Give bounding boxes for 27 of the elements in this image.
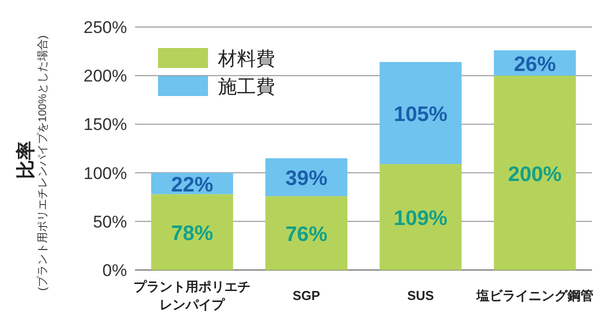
x-tick-label: 塩ビライニング鋼管	[475, 288, 594, 303]
data-label: 26%	[514, 52, 556, 76]
data-label: 109%	[394, 207, 448, 230]
data-label: 22%	[171, 173, 214, 196]
y-tick-label: 200%	[84, 66, 127, 86]
data-label: 200%	[508, 162, 562, 186]
data-label: 105%	[394, 103, 448, 126]
x-tick-label: プラント用ポリエチレンパイプ	[134, 279, 251, 312]
text: (プラント用ポリエチレンパイプを100%とした場合)	[36, 35, 49, 291]
y-tick-label: 150%	[84, 115, 127, 134]
bar	[380, 164, 462, 270]
x-tick-label: SGP	[292, 288, 320, 303]
data-label: 76%	[285, 223, 328, 246]
bar	[494, 76, 576, 270]
y-tick-label: 0%	[102, 261, 127, 280]
y-axis-title: 比率	[15, 141, 37, 179]
y-tick-label: 100%	[84, 164, 127, 183]
legend-label: 材料費	[217, 49, 275, 70]
y-tick-label: 50%	[92, 212, 127, 232]
x-tick-label: SUS	[407, 288, 434, 303]
bar	[151, 194, 234, 270]
bar	[265, 196, 348, 270]
bar	[380, 62, 462, 164]
data-label: 39%	[285, 167, 328, 190]
legend-label: 施工費	[218, 77, 275, 98]
data-label: 78%	[171, 222, 214, 246]
y-tick-label: 250%	[84, 18, 127, 37]
